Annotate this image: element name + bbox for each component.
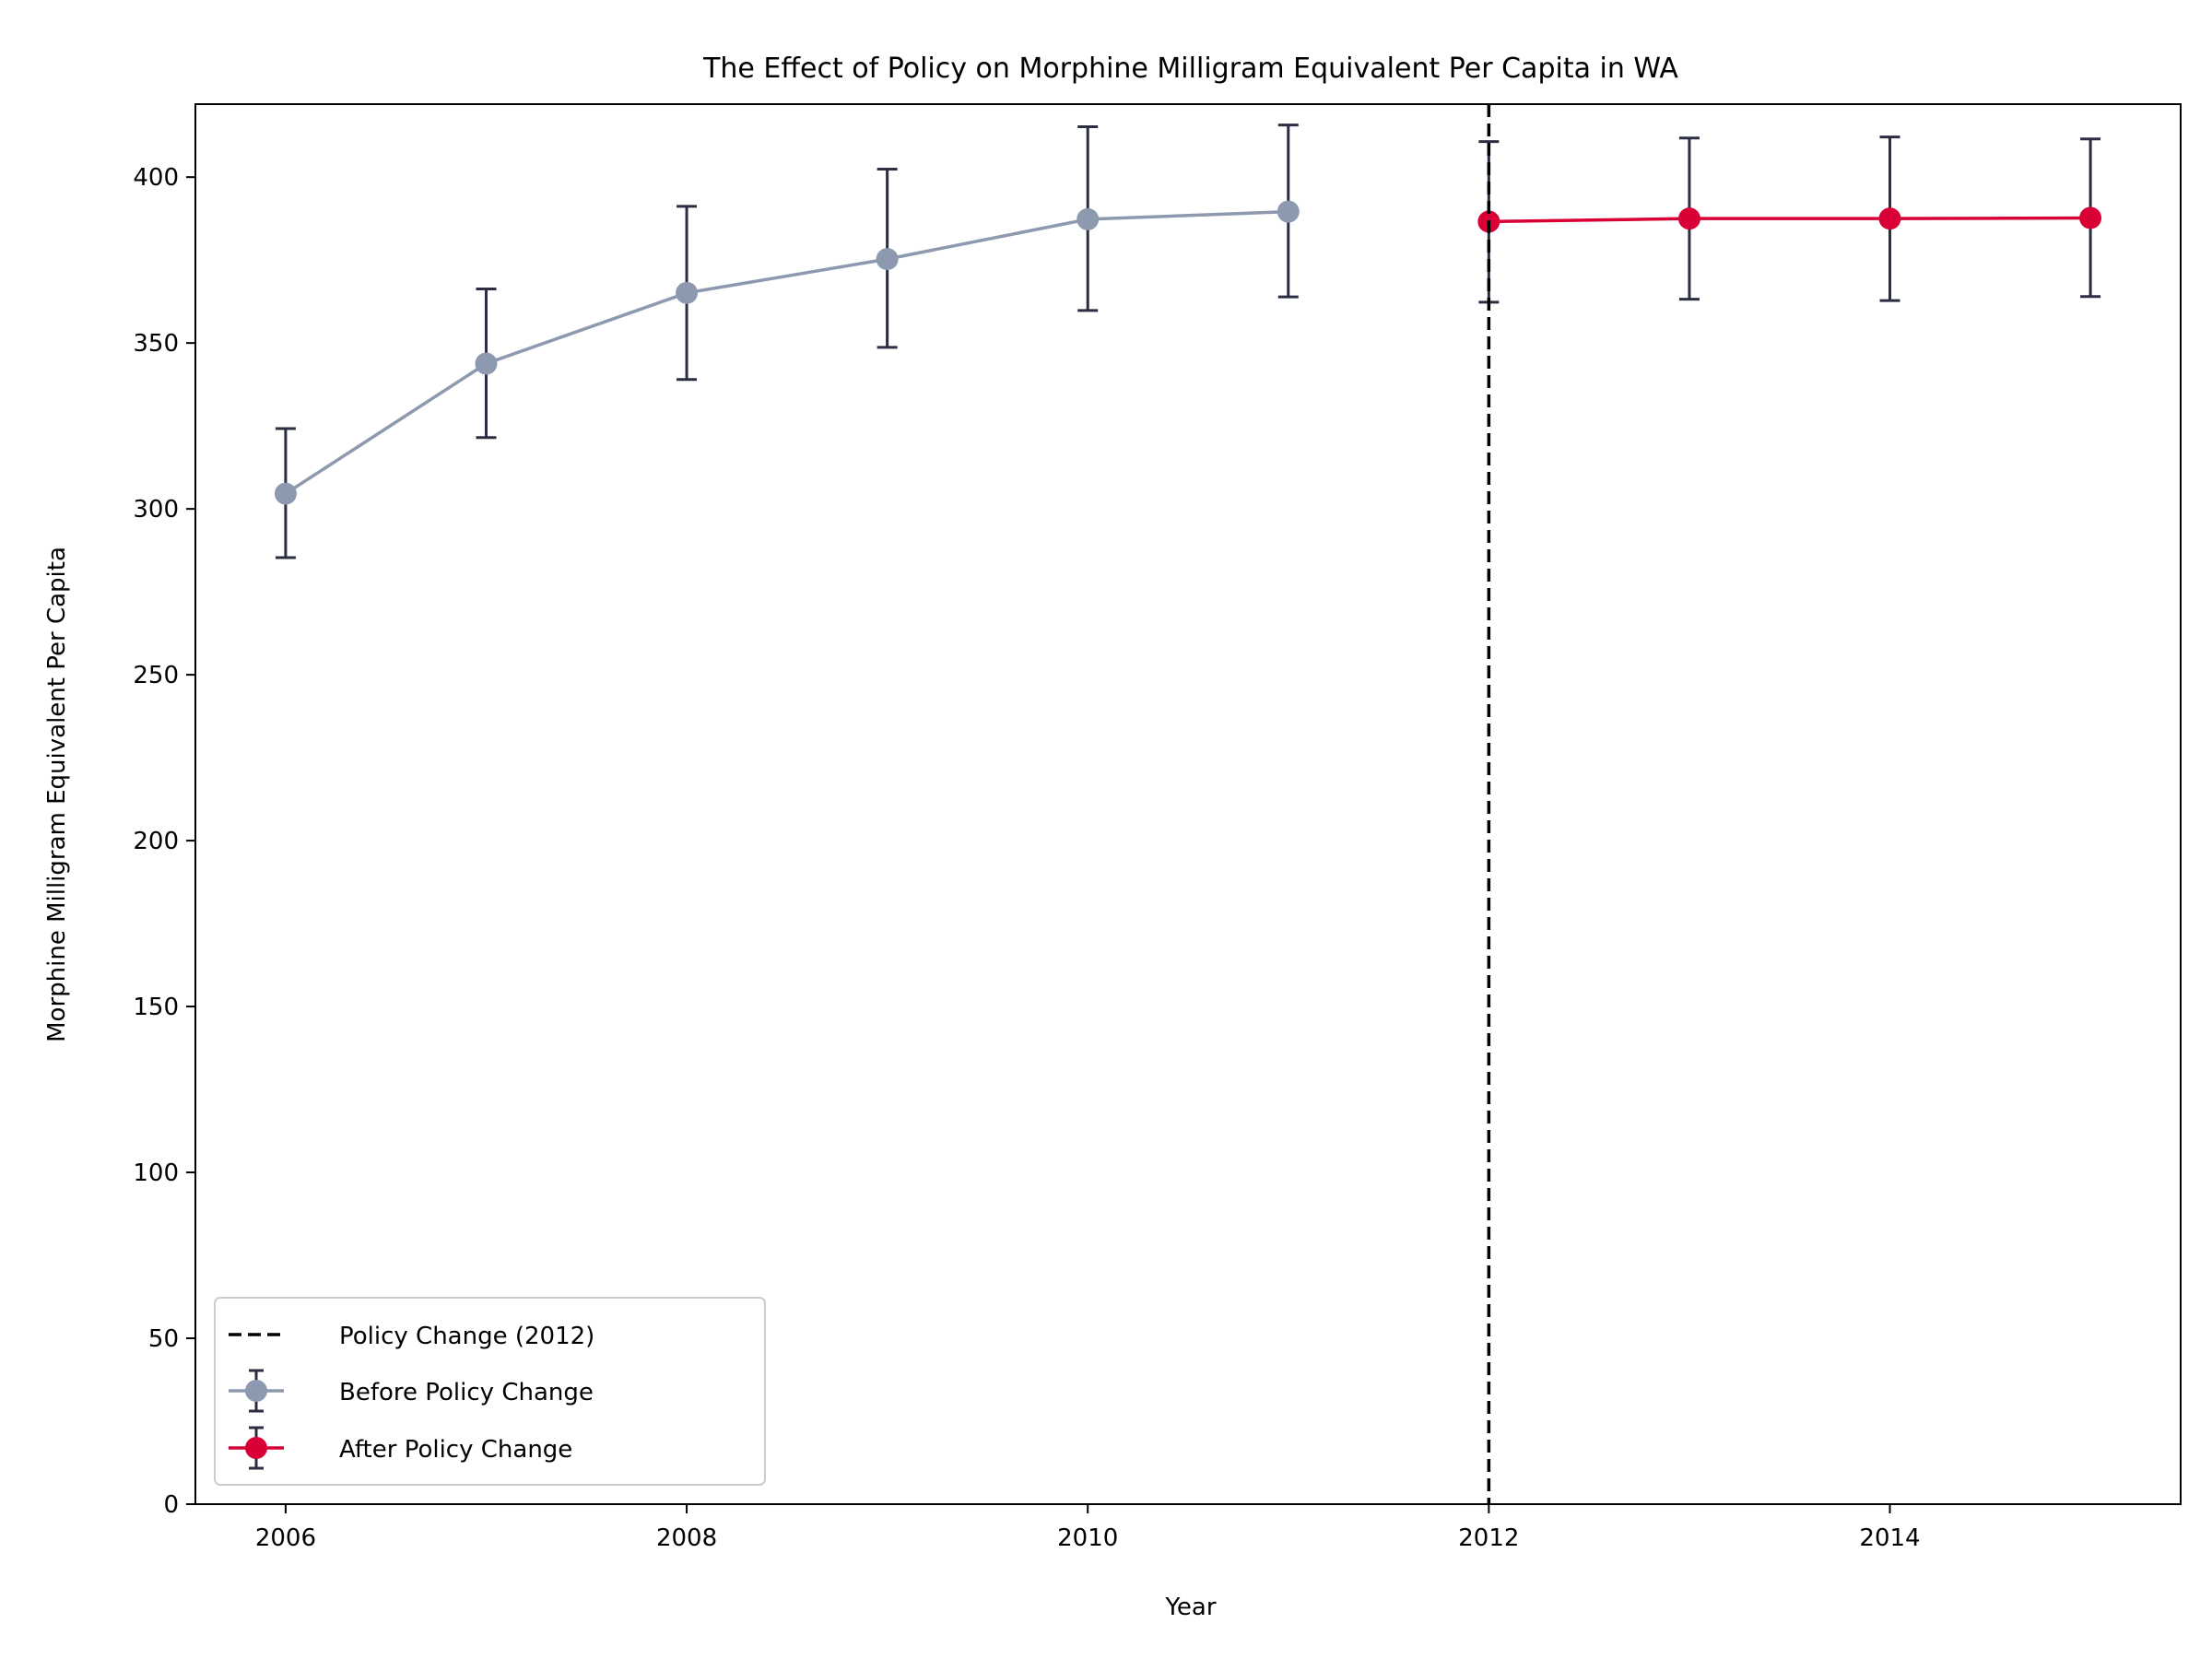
x-axis: 2006 2008 2010 2012 2014 (255, 1504, 1921, 1552)
x-tick-label: 2012 (1458, 1524, 1519, 1552)
x-axis-label: Year (1164, 1594, 1216, 1621)
legend: Policy Change (2012) Before Policy Change… (214, 1297, 766, 1486)
y-tick-label: 250 (133, 662, 179, 689)
data-point (1077, 207, 1100, 230)
data-point (2079, 206, 2102, 229)
legend-label-policy: Policy Change (2012) (339, 1323, 594, 1350)
data-point (1677, 207, 1700, 230)
x-tick-label: 2006 (255, 1524, 316, 1552)
y-axis-label: Morphine Milligram Equivalent Per Capita (43, 547, 71, 1042)
data-point (1878, 207, 1901, 230)
series-line (284, 209, 1288, 496)
y-tick-label: 350 (133, 330, 179, 358)
legend-handle-marker (245, 1380, 267, 1402)
data-point (274, 482, 297, 505)
x-tick-label: 2010 (1057, 1524, 1118, 1552)
y-axis: 0 50 100 150 200 250 300 350 400 (133, 164, 195, 1519)
legend-handle-marker (245, 1437, 267, 1459)
plot-frame (194, 103, 2182, 1505)
series-line (1488, 216, 2091, 224)
legend-box (214, 1297, 766, 1486)
data-point (1277, 200, 1300, 223)
legend-item-before: Before Policy Change (229, 1369, 594, 1413)
legend-label: Before Policy Change (339, 1379, 594, 1406)
data-point (475, 352, 498, 375)
y-tick-label: 400 (133, 164, 179, 192)
legend-label: After Policy Change (339, 1436, 572, 1464)
data-point (876, 248, 899, 271)
data-point (676, 281, 699, 304)
chart-title: The Effect of Policy on Morphine Milligr… (702, 53, 1678, 85)
y-tick-label: 100 (133, 1159, 179, 1187)
plot-area (194, 103, 2182, 1505)
y-tick-label: 0 (163, 1491, 179, 1519)
y-tick-label: 200 (133, 828, 179, 855)
series-after (1477, 135, 2102, 304)
legend-item-after: After Policy Change (229, 1426, 572, 1470)
x-tick-label: 2014 (1859, 1524, 1920, 1552)
y-tick-label: 300 (133, 496, 179, 524)
y-tick-label: 50 (148, 1325, 179, 1353)
y-tick-label: 150 (133, 994, 179, 1021)
x-tick-label: 2008 (656, 1524, 717, 1552)
series-before (274, 124, 1300, 559)
